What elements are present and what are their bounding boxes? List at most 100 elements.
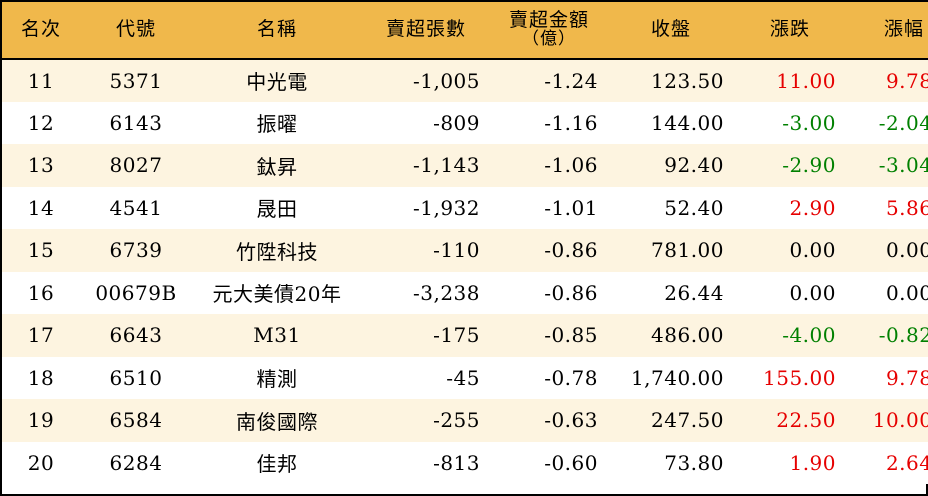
cell-change-percent: 10.00%	[872, 408, 928, 433]
cell-change: 155.00	[763, 365, 836, 390]
table-header-row: 名次 代號 名稱 賣超張數 賣超金額 （億） 收盤	[2, 2, 928, 60]
column-header-sell-amount: 賣超金額 （億）	[490, 2, 608, 60]
cell-code[interactable]: 6510	[109, 365, 163, 390]
cell-change-percent: 5.86%	[885, 195, 928, 220]
column-header-sell-lots: 賣超張數	[362, 2, 490, 60]
cell-rank: 20	[27, 450, 55, 475]
cell-name[interactable]: 精測	[256, 367, 298, 392]
cell-sell-lots: -110	[433, 238, 480, 263]
cell-close: 26.44	[664, 280, 724, 305]
column-header-close-label: 收盤	[650, 18, 691, 41]
cell-code[interactable]: 6584	[109, 408, 163, 433]
cell-rank: 19	[27, 408, 55, 433]
column-header-change: 漲跌	[734, 2, 846, 60]
column-header-close: 收盤	[608, 2, 734, 60]
cell-rank: 17	[27, 323, 55, 348]
cell-name[interactable]: M31	[253, 323, 301, 348]
column-header-change-percent: 漲幅	[846, 2, 928, 60]
cell-close: 486.00	[651, 323, 724, 348]
table-row[interactable]: 16 00679B 元大美債20年 -3,238 -0.86 26.44 0.00 0.00%…	[2, 271, 928, 314]
cell-sell-lots: -809	[433, 110, 480, 135]
cell-code[interactable]: 6643	[109, 323, 163, 348]
table-header: 名次 代號 名稱 賣超張數 賣超金額 （億） 收盤	[2, 2, 928, 60]
cell-change: 1.90	[789, 450, 836, 475]
column-header-name: 名稱	[192, 2, 362, 60]
cell-sell-amount: -0.78	[544, 365, 598, 390]
column-header-code-label: 代號	[115, 18, 156, 41]
cell-change-percent: 0.00%	[885, 238, 928, 263]
cell-change: 11.00	[776, 68, 836, 93]
cell-code[interactable]: 00679B	[95, 280, 177, 305]
cell-close: 247.50	[651, 408, 724, 433]
cell-code[interactable]: 8027	[109, 153, 163, 178]
cell-name[interactable]: 鈦昇	[256, 154, 298, 179]
cell-rank: 18	[27, 365, 55, 390]
cell-change: 2.90	[789, 195, 836, 220]
cell-change: 22.50	[776, 408, 836, 433]
cell-code[interactable]: 6739	[109, 238, 163, 263]
cell-name[interactable]: 南俊國際	[236, 409, 318, 434]
cell-close: 123.50	[651, 68, 724, 93]
cell-change-percent: -2.04%	[878, 110, 928, 135]
cell-change: -3.00	[782, 110, 836, 135]
cell-change-percent: 2.64%	[885, 450, 928, 475]
cell-sell-lots: -813	[433, 450, 480, 475]
cell-sell-lots: -3,238	[412, 280, 480, 305]
column-header-sell-lots-label: 賣超張數	[385, 18, 466, 41]
cell-rank: 13	[27, 153, 55, 178]
cell-change-percent: 9.78%	[885, 365, 928, 390]
cell-sell-amount: -0.86	[544, 238, 598, 263]
cell-name[interactable]: 竹陞科技	[236, 239, 318, 264]
cell-name[interactable]: 中光電	[246, 70, 308, 95]
cell-sell-amount: -1.24	[544, 68, 598, 93]
cell-sell-lots: -175	[433, 323, 480, 348]
cell-sell-amount: -0.85	[544, 323, 598, 348]
cell-rank: 12	[27, 110, 55, 135]
cell-close: 73.80	[664, 450, 724, 475]
column-header-sell-amount-label: 賣超金額	[508, 9, 589, 32]
cell-name[interactable]: 元大美債20年	[212, 282, 342, 307]
cell-close: 1,740.00	[630, 365, 724, 390]
cell-sell-amount: -0.63	[544, 408, 598, 433]
column-header-change-label: 漲跌	[769, 18, 810, 41]
cell-close: 92.40	[664, 153, 724, 178]
column-header-change-percent-label: 漲幅	[883, 18, 924, 41]
cell-close: 144.00	[651, 110, 724, 135]
cell-change-percent: -3.04%	[878, 153, 928, 178]
cell-sell-amount: -0.86	[544, 280, 598, 305]
cell-rank: 14	[27, 195, 55, 220]
cell-name[interactable]: 佳邦	[256, 452, 298, 477]
cell-rank: 11	[27, 68, 55, 93]
cell-change: -2.90	[782, 153, 836, 178]
cell-code[interactable]: 4541	[109, 195, 163, 220]
cell-name[interactable]: 晟田	[256, 197, 298, 222]
cell-code[interactable]: 6284	[109, 450, 163, 475]
cell-sell-amount: -1.01	[544, 195, 598, 220]
column-header-code: 代號	[80, 2, 192, 60]
cell-sell-lots: -1,005	[412, 68, 480, 93]
sell-ranking-table: 名次 代號 名稱 賣超張數 賣超金額 （億） 收盤	[2, 2, 928, 484]
cell-close: 52.40	[664, 195, 724, 220]
cell-code[interactable]: 6143	[109, 110, 163, 135]
cell-sell-lots: -1,932	[412, 195, 480, 220]
cell-sell-amount: -1.16	[544, 110, 598, 135]
cell-change: -4.00	[782, 323, 836, 348]
column-header-name-label: 名稱	[256, 18, 297, 41]
column-header-rank: 名次	[2, 2, 80, 60]
cell-close: 781.00	[651, 238, 724, 263]
cell-code[interactable]: 5371	[109, 68, 163, 93]
cell-sell-lots: -255	[433, 408, 480, 433]
cell-change: 0.00	[789, 238, 836, 263]
cell-name[interactable]: 振曜	[256, 112, 298, 137]
cell-rank: 16	[27, 280, 55, 305]
